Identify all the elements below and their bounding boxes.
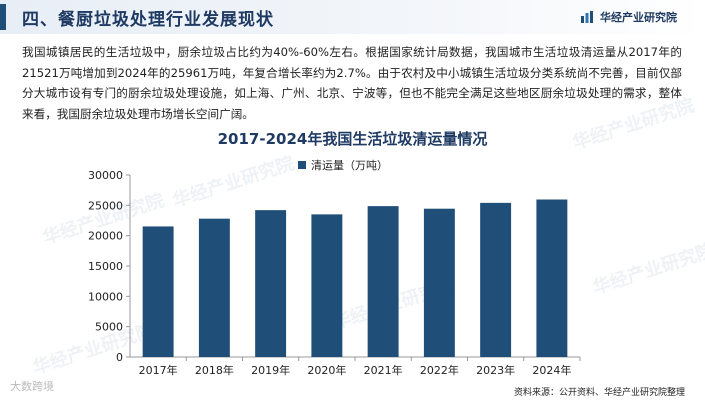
x-tick-label: 2019年 — [251, 363, 290, 377]
corner-watermark: 大数跨境 — [10, 380, 54, 393]
body-paragraph: 我国城镇居民的生活垃圾中，厨余垃圾占比约为40%-60%左右。根据国家统计局数据… — [22, 45, 682, 121]
x-tick-label: 2018年 — [195, 363, 234, 377]
bar — [198, 218, 230, 357]
chart-legend: 清运量（万吨） — [298, 157, 388, 173]
bar — [255, 210, 287, 357]
x-tick-label: 2024年 — [532, 363, 571, 377]
x-tick-label: 2020年 — [307, 363, 346, 377]
y-tick-label: 10000 — [88, 290, 123, 303]
header-bar: 四、餐厨垃圾处理行业发展现状 华经产业研究院 — [0, 0, 705, 34]
bar — [142, 226, 174, 357]
y-tick-label: 25000 — [88, 199, 123, 212]
brand-logo-icon — [581, 11, 593, 23]
y-tick-label: 0 — [116, 351, 123, 364]
x-tick-label: 2023年 — [476, 363, 515, 377]
y-tick-label: 20000 — [88, 230, 123, 243]
bar — [536, 199, 568, 357]
x-tick-label: 2022年 — [420, 363, 459, 377]
brand: 华经产业研究院 — [580, 9, 677, 25]
title-accent — [0, 4, 6, 30]
legend-swatch — [298, 161, 306, 169]
bar — [423, 208, 455, 357]
y-tick-label: 5000 — [95, 321, 123, 334]
x-tick-label: 2017年 — [139, 363, 178, 377]
x-tick-label: 2021年 — [364, 363, 403, 377]
bar — [311, 214, 343, 357]
brand-name: 华经产业研究院 — [600, 11, 677, 24]
bar — [367, 206, 399, 357]
bar — [480, 202, 512, 357]
y-tick-label: 30000 — [88, 169, 123, 182]
section-title: 四、餐厨垃圾处理行业发展现状 — [22, 10, 274, 30]
y-tick-label: 15000 — [88, 260, 123, 273]
source-note: 资料来源：公开资料、华经产业研究院整理 — [513, 388, 685, 398]
chart-title: 2017-2024年我国生活垃圾清运量情况 — [217, 130, 488, 148]
legend-label: 清运量（万吨） — [311, 159, 388, 172]
